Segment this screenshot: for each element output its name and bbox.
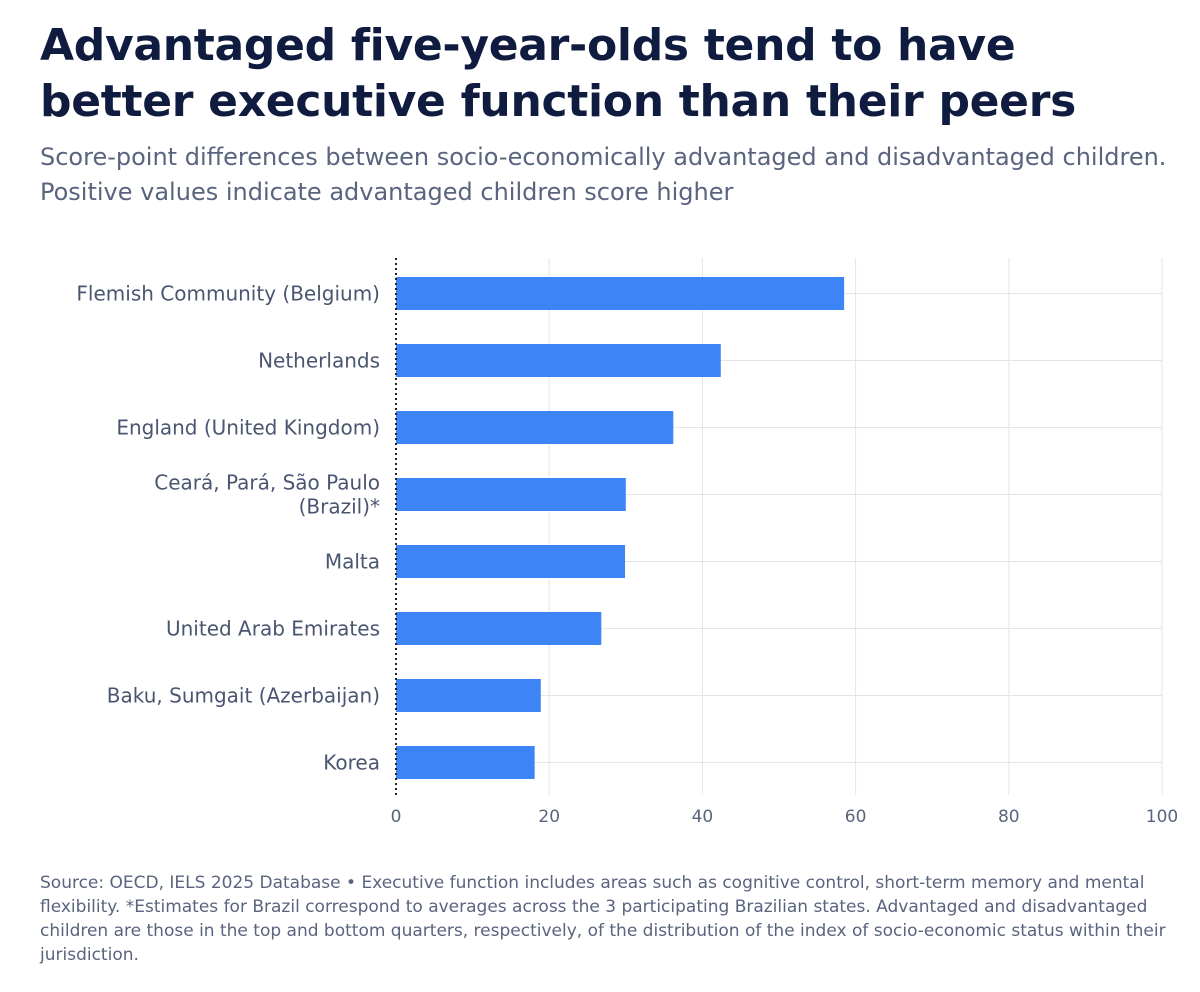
bar bbox=[396, 478, 626, 511]
category-label: Korea bbox=[323, 751, 380, 775]
x-tick-label: 0 bbox=[391, 807, 402, 827]
bar bbox=[396, 679, 541, 712]
x-tick-label: 60 bbox=[845, 807, 867, 827]
bar bbox=[396, 344, 721, 377]
x-tick-label: 100 bbox=[1146, 807, 1178, 827]
chart-subtitle: Score-point differences between socio-ec… bbox=[40, 143, 1167, 206]
bar bbox=[396, 612, 602, 645]
grid-layer bbox=[396, 258, 1163, 795]
category-label: United Arab Emirates bbox=[166, 617, 380, 641]
bar bbox=[396, 411, 674, 444]
bar bbox=[396, 277, 845, 310]
bar bbox=[396, 746, 535, 779]
x-tick-label: 80 bbox=[998, 807, 1020, 827]
category-label: England (United Kingdom) bbox=[116, 416, 380, 440]
category-label: Flemish Community (Belgium) bbox=[76, 282, 380, 306]
category-label: Baku, Sumgait (Azerbaijan) bbox=[107, 684, 380, 708]
chart-title: Advantaged five-year-olds tend to have b… bbox=[40, 20, 1077, 127]
category-label: (Brazil)* bbox=[299, 495, 380, 519]
category-label: Ceará, Pará, São Paulo bbox=[154, 471, 380, 495]
source-note: Source: OECD, IELS 2025 Database • Execu… bbox=[40, 873, 1166, 965]
bar-chart: Flemish Community (Belgium) Netherlands En… bbox=[76, 258, 1179, 827]
bar bbox=[396, 545, 626, 578]
label-layer: Flemish Community (Belgium) Netherlands En… bbox=[76, 282, 380, 775]
x-axis-ticks: 0 20 40 60 80 100 bbox=[391, 807, 1179, 827]
category-label: Malta bbox=[325, 550, 380, 574]
x-tick-label: 40 bbox=[692, 807, 714, 827]
bar-layer bbox=[395, 258, 845, 795]
category-label: Netherlands bbox=[258, 349, 380, 373]
x-tick-label: 20 bbox=[538, 807, 560, 827]
